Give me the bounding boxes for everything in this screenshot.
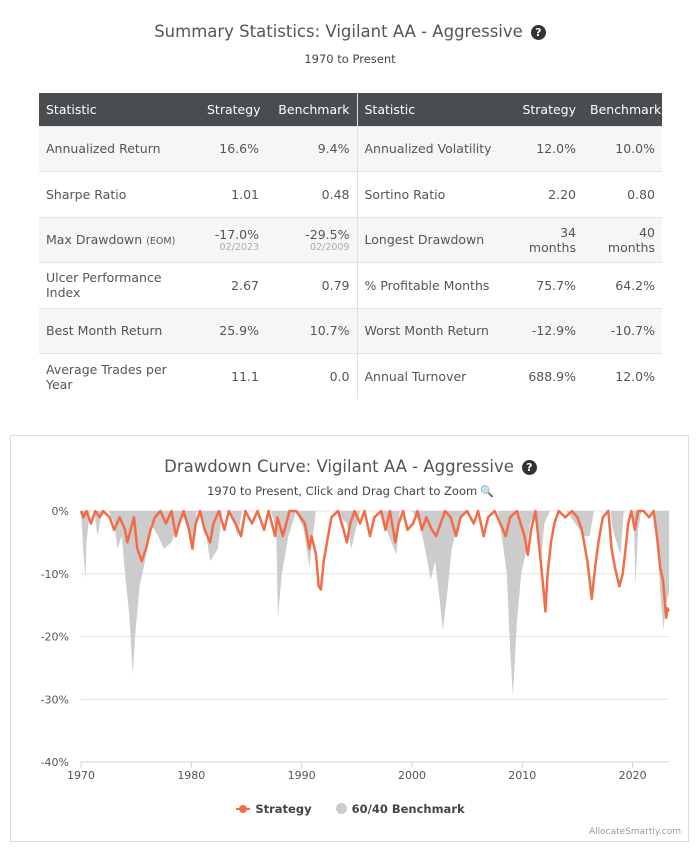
table-row: Best Month Return 25.9% 10.7% Worst Mont… [39,307,662,354]
strategy-value: -12.9% [513,307,583,354]
x-tick-label: 2020 [619,769,647,782]
stat-label: Ulcer Performance Index [39,262,200,308]
drawdown-plot[interactable]: 0% -10% -20% -30% -40%1970 1980 1990 2000 2010 20… [11,436,690,843]
strategy-value: 2.20 [513,171,583,217]
strategy-value: -17.0% 02/2023 [200,216,266,263]
zoom-icon: 🔍 [480,485,494,498]
legend-strategy-label: Strategy [255,802,312,816]
y-tick-label: -40% [41,756,69,769]
strategy-value: 12.0% [513,125,583,172]
stat-label: % Profitable Months [356,262,513,308]
max-drawdown-label: Max Drawdown [46,232,143,248]
strategy-value: 34 months [513,216,583,263]
benchmark-value: 64.2% [583,262,662,308]
summary-title: Summary Statistics: Vigilant AA - Aggres… [0,22,700,41]
benchmark-value: 0.80 [583,171,662,217]
summary-title-text: Summary Statistics: Vigilant AA - Aggres… [154,22,523,41]
strategy-marker-icon [236,805,251,813]
strategy-value: 25.9% [200,307,266,354]
table-row: Max Drawdown (EOM) -17.0% 02/2023 -29.5% 0… [39,216,662,263]
stat-label: Longest Drawdown [356,216,513,263]
help-icon[interactable]: ? [521,460,537,475]
summary-subtitle: 1970 to Present [304,52,396,66]
chart-legend: Strategy 60/40 Benchmark [11,802,690,816]
stat-label: Average Trades per Year [39,353,200,399]
table-row: Annualized Return 16.6% 9.4% Annualized … [39,125,662,172]
x-tick-label: 2000 [398,769,426,782]
strategy-value: 11.1 [200,353,266,399]
benchmark-value: -10.7% [583,307,662,354]
table-row: Average Trades per Year 11.1 0.0 Annual … [39,353,662,399]
benchmark-value: 0.79 [266,262,357,308]
stat-label: Annualized Volatility [356,125,513,172]
chart-subtitle-text: 1970 to Present, Click and Drag Chart to… [207,484,478,498]
strategy-value: 1.01 [200,171,266,217]
table-header-row: Statistic Strategy Benchmark Statistic S… [39,93,662,126]
header-statistic: Statistic [356,93,513,126]
benchmark-value: 0.48 [266,171,357,217]
x-tick-label: 1980 [177,769,205,782]
header-statistic: Statistic [39,93,200,126]
eom-tag: (EOM) [146,236,176,248]
benchmark-value: -29.5% 02/2009 [266,216,357,263]
y-tick-label: 0% [52,505,69,518]
y-tick-label: -10% [41,568,69,581]
strategy-value: 75.7% [513,262,583,308]
y-tick-label: -20% [41,631,69,644]
chart-title-text: Drawdown Curve: Vigilant AA - Aggressive [164,457,514,476]
header-benchmark: Benchmark [583,93,662,126]
x-tick-label: 1990 [288,769,316,782]
help-icon[interactable]: ? [530,25,546,40]
strategy-value: 16.6% [200,125,266,172]
benchmark-area [81,511,669,697]
x-tick-label: 1970 [67,769,95,782]
legend-benchmark-label: 60/40 Benchmark [351,802,465,816]
benchmark-value: 10.0% [583,125,662,172]
strategy-drawdown-date: 02/2023 [219,241,259,253]
benchmark-value: 12.0% [583,353,662,399]
stat-label: Max Drawdown (EOM) [39,216,200,263]
benchmark-max-drawdown: -29.5% [305,226,350,242]
benchmark-value: 40 months [583,216,662,263]
header-strategy: Strategy [513,93,583,126]
stat-label: Sortino Ratio [356,171,513,217]
drawdown-chart[interactable]: Drawdown Curve: Vigilant AA - Aggressive… [10,435,689,842]
stat-label: Sharpe Ratio [39,171,200,217]
stat-label: Worst Month Return [356,307,513,354]
credits-link[interactable]: AllocateSmartly.com [588,827,681,837]
benchmark-value: 10.7% [266,307,357,354]
strategy-max-drawdown: -17.0% [214,226,259,242]
benchmark-value: 9.4% [266,125,357,172]
legend-benchmark[interactable]: 60/40 Benchmark [335,802,465,816]
benchmark-value: 0.0 [266,353,357,399]
benchmark-drawdown-date: 02/2009 [310,241,350,253]
table-row: Ulcer Performance Index 2.67 0.79 % Prof… [39,262,662,308]
stat-label: Annual Turnover [356,353,513,399]
header-strategy: Strategy [200,93,266,126]
chart-title: Drawdown Curve: Vigilant AA - Aggressive… [11,457,690,476]
y-tick-label: -30% [41,693,69,706]
benchmark-marker-icon [335,803,347,814]
stat-label: Annualized Return [39,125,200,172]
stat-label: Best Month Return [39,307,200,354]
summary-statistics-table: Statistic Strategy Benchmark Statistic S… [39,93,662,399]
strategy-value: 2.67 [200,262,266,308]
chart-subtitle: 1970 to Present, Click and Drag Chart to… [11,484,690,498]
x-tick-label: 2010 [508,769,536,782]
strategy-value: 688.9% [513,353,583,399]
legend-strategy[interactable]: Strategy [236,802,312,816]
strategy-line [79,509,671,619]
table-row: Sharpe Ratio 1.01 0.48 Sortino Ratio 2.2… [39,171,662,217]
header-benchmark: Benchmark [266,93,357,126]
